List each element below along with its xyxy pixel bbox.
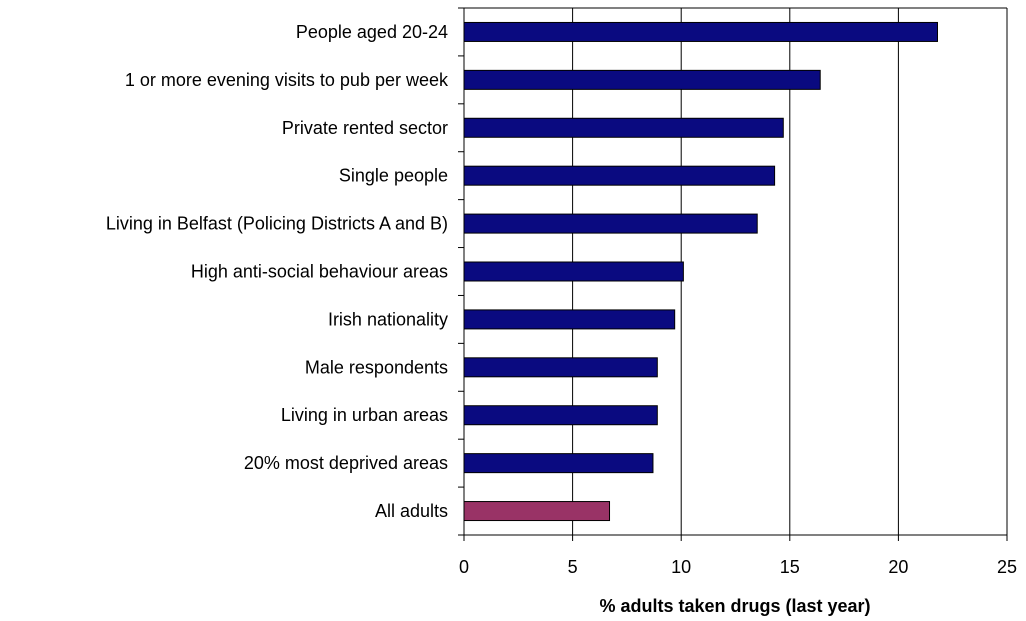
category-label: All adults [375,501,448,521]
bar [463,165,776,186]
bar [463,213,758,234]
bar [463,117,784,138]
category-label: High anti-social behaviour areas [191,262,448,282]
x-tick-label: 10 [671,557,691,577]
x-tick-label: 25 [997,557,1017,577]
x-tick-labels: 0 5 10 15 20 25 [459,557,1017,577]
bar [463,69,821,90]
bar [463,453,654,474]
category-label: 20% most deprived areas [244,453,448,473]
category-label: 1 or more evening visits to pub per week [125,70,449,90]
x-axis-title: % adults taken drugs (last year) [599,596,870,616]
bars [463,21,938,522]
bar [463,21,938,42]
bar [463,501,611,522]
category-label: Living in urban areas [281,405,448,425]
category-labels: People aged 20-24 1 or more evening visit… [106,22,449,521]
x-tick-label: 20 [888,557,908,577]
x-tick-label: 0 [459,557,469,577]
bar [463,405,658,426]
category-label: Irish nationality [328,309,448,329]
category-label: Private rented sector [282,118,448,138]
x-tick-label: 15 [780,557,800,577]
category-label: Male respondents [305,357,448,377]
bar [463,309,676,330]
category-label: Living in Belfast (Policing Districts A … [106,214,448,234]
x-tick-label: 5 [568,557,578,577]
bar [463,357,658,378]
category-label: Single people [339,166,448,186]
category-label: People aged 20-24 [296,22,448,42]
axes [458,7,1008,541]
bar [463,261,684,282]
